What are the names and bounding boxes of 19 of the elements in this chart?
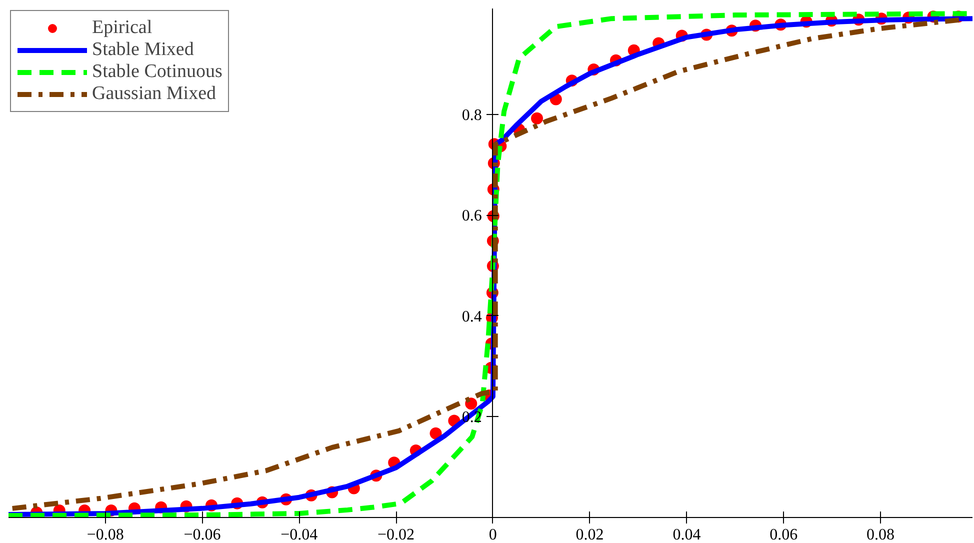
x-tick-label: 0.08 [866, 526, 894, 543]
point [531, 112, 544, 124]
y-tick-label: 0.8 [462, 106, 482, 124]
x-tick-label: 0.06 [770, 526, 798, 543]
x-tick-label: −0.06 [184, 526, 221, 543]
x-tick-label: −0.04 [280, 526, 318, 543]
x-tick-label: −0.02 [378, 526, 415, 543]
point [430, 427, 442, 440]
x-tick-label: −0.08 [86, 526, 124, 543]
y-tick-label: 0.4 [462, 308, 482, 326]
y-tick-label: 0.2 [462, 409, 482, 426]
y-tick-label: 0.6 [462, 208, 482, 225]
legend-label: Stable Cotinuous [92, 61, 222, 83]
legend-label: Epirical [92, 17, 152, 39]
legend-label: Gaussian Mixed [92, 83, 216, 105]
x-tick-label: 0 [488, 526, 497, 543]
x-tick-label: 0.04 [672, 526, 701, 543]
legend-label: Stable Mixed [92, 39, 194, 61]
x-tick-label: 0.02 [576, 526, 604, 543]
